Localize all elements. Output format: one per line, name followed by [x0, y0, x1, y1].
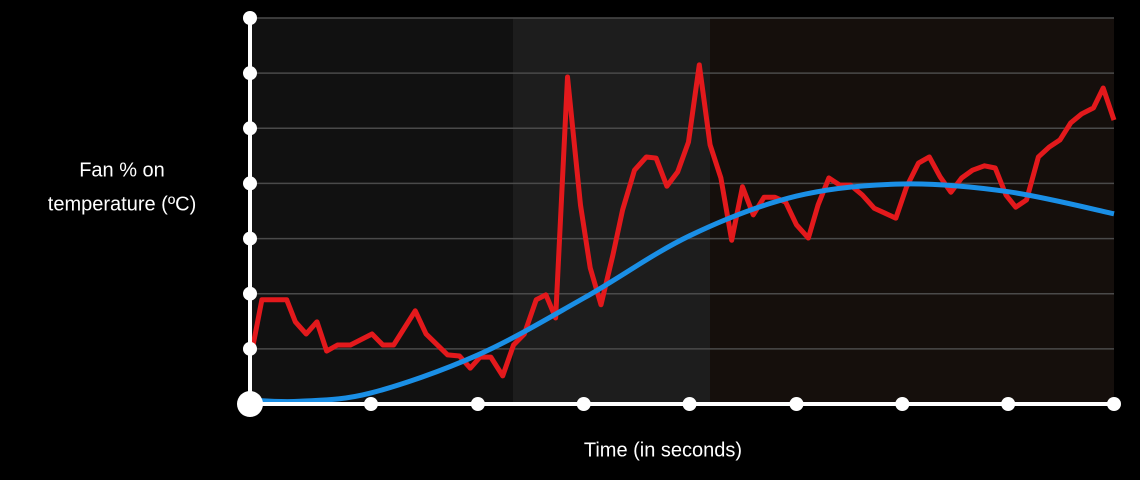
- x-tick: [789, 397, 804, 411]
- x-tick: [470, 397, 485, 411]
- x-tick: [895, 397, 910, 411]
- panel: [513, 18, 710, 402]
- x-tick: [1001, 397, 1016, 411]
- x-tick: [576, 397, 591, 411]
- x-tick: [682, 397, 697, 411]
- x-tick: [1107, 397, 1121, 411]
- y-axis-label: Fan % on: [79, 159, 165, 181]
- y-axis-label: temperature (ºC): [48, 193, 196, 215]
- data-line: [249, 181, 1115, 405]
- y-tick: [243, 121, 257, 136]
- x-tick: [363, 397, 378, 411]
- x-axis-label: Time (in seconds): [584, 439, 742, 461]
- y-tick: [243, 66, 257, 81]
- panel: [250, 18, 513, 402]
- x-tick: [237, 391, 263, 417]
- y-tick: [243, 176, 257, 191]
- y-tick: [243, 286, 257, 301]
- axes: [237, 11, 1121, 417]
- y-tick: [243, 341, 257, 356]
- data-line: [249, 62, 1117, 379]
- y-tick: [243, 231, 257, 246]
- y-tick: [243, 11, 257, 25]
- panel: [710, 18, 1114, 402]
- lines: [249, 62, 1117, 405]
